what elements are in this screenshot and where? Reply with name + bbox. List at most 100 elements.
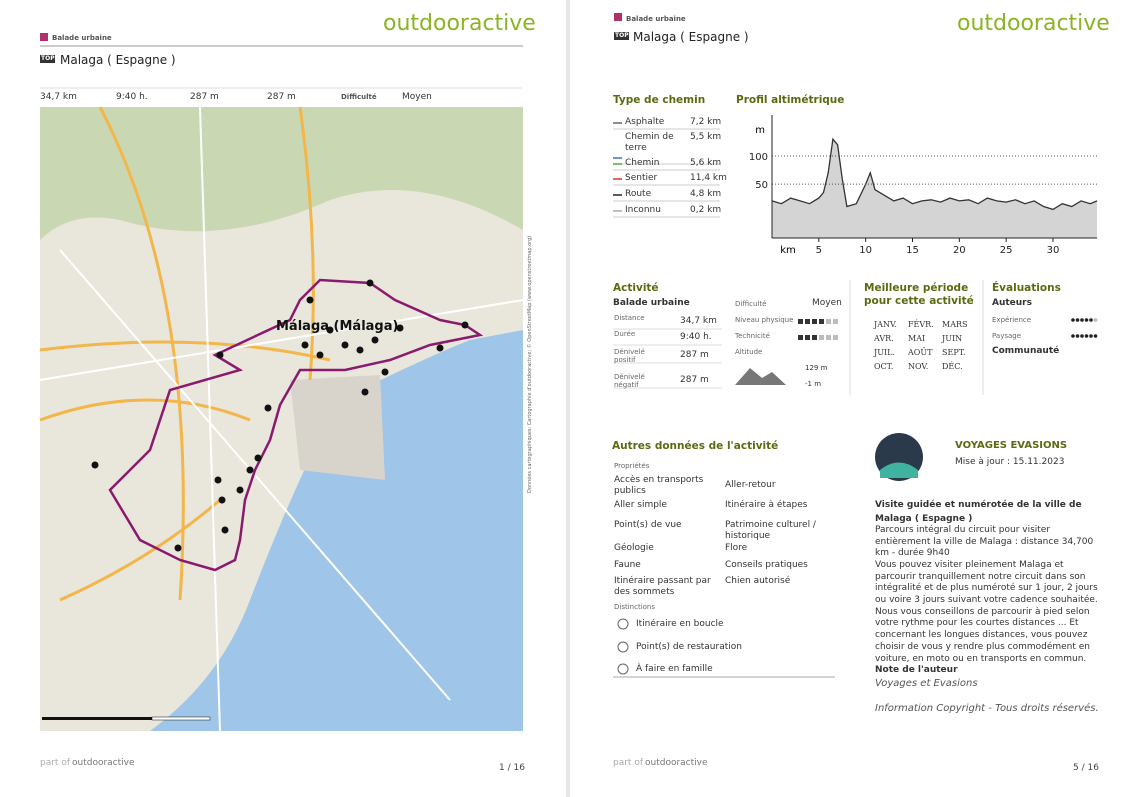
footer-prefix: part of: [613, 758, 643, 768]
x-unit: km: [780, 245, 796, 256]
category: Balade urbaine: [626, 15, 686, 23]
label: Expérience: [992, 316, 1032, 324]
property: Itinéraire à étapes: [725, 500, 808, 510]
month: JUIN: [942, 334, 963, 343]
dot: [1080, 334, 1084, 338]
dot: [826, 335, 831, 340]
rating-dots: [798, 318, 1098, 340]
map: [39, 106, 524, 732]
property: Aller-retour: [725, 480, 776, 490]
distinction: Itinéraire en boucle: [636, 619, 724, 629]
dot: [1075, 334, 1080, 338]
x-tick-label: 30: [1047, 245, 1060, 256]
month: MAI: [908, 334, 926, 343]
distinction: Point(s) de restauration: [636, 642, 742, 652]
badge: TOP: [615, 32, 629, 39]
map-credit: Données cartographiques: Cartographie d'…: [527, 235, 533, 493]
y-unit: m: [755, 125, 765, 136]
label: Altitude: [735, 348, 763, 356]
surface-label: Chemin de terre: [625, 132, 674, 153]
property: Chien autorisé: [725, 576, 791, 586]
stat: 9:40 h.: [116, 92, 148, 102]
distinction-icon: [617, 641, 629, 653]
section-title: Autres données de l'activité: [612, 440, 779, 452]
surface-value: 11,4 km: [690, 173, 727, 183]
brand: outdooractive: [383, 11, 536, 36]
section-title: Profil altimétrique: [736, 94, 845, 106]
activity-value: 287 m: [680, 350, 709, 360]
dot: [1071, 334, 1075, 338]
footer-brand: outdooractive: [645, 758, 708, 768]
dot: [833, 335, 838, 340]
footer-prefix: part of: [40, 758, 70, 768]
activity-type: Balade urbaine: [613, 298, 690, 308]
property: Aller simple: [614, 500, 667, 510]
property: Flore: [725, 543, 748, 553]
label: Communauté: [992, 346, 1060, 356]
property: Faune: [614, 560, 641, 570]
label: Technicité: [735, 332, 770, 340]
distinction-icon: [617, 618, 629, 630]
label: Paysage: [992, 332, 1022, 340]
dot: [1080, 318, 1084, 322]
value: Moyen: [812, 298, 842, 308]
month: DÉC.: [942, 362, 963, 371]
difficulty: Moyen: [402, 92, 432, 102]
badge: TOP: [41, 55, 55, 62]
paragraph: Parcours intégral du circuit pour visite…: [875, 525, 1094, 559]
section-title: Activité: [613, 282, 659, 294]
distinction-icon: [617, 663, 629, 675]
paragraph: Vous pouvez visiter pleinement Malaga et…: [875, 560, 1098, 664]
month: SEPT.: [942, 348, 966, 357]
label: Propriétés: [614, 462, 650, 470]
property: Itinéraire passant par des sommets: [614, 576, 711, 597]
value: 129 m: [805, 364, 828, 372]
label: Niveau physique: [735, 316, 794, 324]
headline: Visite guidée et numérotée de la ville d…: [875, 500, 1082, 524]
activity-label: Dénivelé positif: [614, 348, 645, 365]
surface-value: 5,5 km: [690, 132, 722, 142]
icon: [614, 13, 622, 21]
badge-bg: [40, 55, 55, 63]
surface-label: Sentier: [625, 173, 658, 183]
dot: [826, 319, 831, 324]
x-tick-label: 5: [816, 245, 822, 256]
brand: outdooractive: [957, 11, 1110, 36]
surface-label: Route: [625, 189, 652, 199]
label: Difficulté: [735, 300, 767, 308]
category: Balade urbaine: [52, 34, 112, 42]
property: Accès en transports publics: [614, 475, 704, 496]
page-number: 1 / 16: [499, 763, 525, 773]
page-divider: [566, 0, 570, 797]
month: JUIL.: [874, 348, 895, 357]
copyright: Information Copyright - Tous droits rése…: [875, 703, 1099, 714]
dot: [805, 335, 810, 340]
note: Voyages et Evasions: [875, 678, 978, 689]
updated: Mise à jour : 15.11.2023: [955, 457, 1065, 467]
month: AOÛT: [908, 348, 933, 357]
title: Malaga ( Espagne ): [633, 30, 749, 44]
section-title: Type de chemin: [613, 94, 706, 106]
month: FÉVR.: [908, 320, 934, 329]
month: JANV.: [874, 320, 897, 329]
dot: [1093, 318, 1098, 322]
dot: [819, 335, 824, 340]
dot: [819, 319, 824, 324]
dot: [1089, 318, 1093, 322]
dot: [1084, 334, 1089, 338]
x-tick-label: 20: [953, 245, 966, 256]
stat: 287 m: [190, 92, 219, 102]
surface-value: 5,6 km: [690, 158, 722, 168]
dot: [812, 319, 817, 324]
altitude-icon: [735, 368, 786, 385]
dot: [1075, 318, 1080, 322]
distinction: À faire en famille: [636, 664, 713, 674]
dot: [1071, 318, 1075, 322]
activity-label: Dénivelé négatif: [614, 373, 645, 390]
dot: [833, 319, 838, 324]
page-number: 5 / 16: [1073, 763, 1099, 773]
x-tick-label: 15: [906, 245, 919, 256]
badge-bg: [614, 32, 629, 40]
